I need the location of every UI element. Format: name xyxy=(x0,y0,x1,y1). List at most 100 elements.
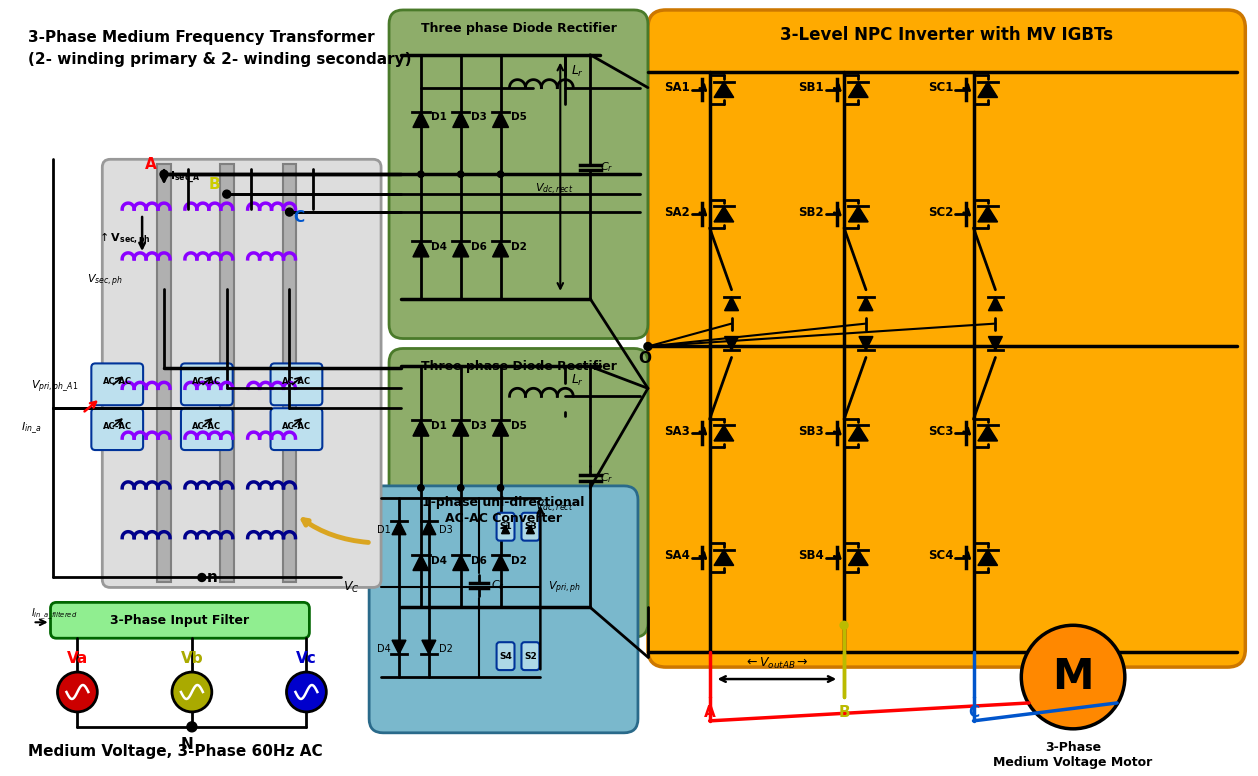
Circle shape xyxy=(458,171,464,177)
FancyBboxPatch shape xyxy=(50,602,309,638)
Bar xyxy=(283,165,297,583)
Text: Three phase Diode Rectifier: Three phase Diode Rectifier xyxy=(420,360,616,373)
FancyBboxPatch shape xyxy=(181,363,233,405)
Text: $C_r$: $C_r$ xyxy=(600,471,614,485)
Text: SB3: SB3 xyxy=(799,424,824,438)
Text: Vb: Vb xyxy=(181,651,204,666)
Text: SA3: SA3 xyxy=(664,424,689,438)
Circle shape xyxy=(198,573,206,581)
Text: O: O xyxy=(638,351,650,366)
Text: AC-AC: AC-AC xyxy=(192,377,221,386)
Circle shape xyxy=(418,485,424,491)
Bar xyxy=(157,165,171,583)
Circle shape xyxy=(286,208,293,216)
Text: 1-phase uni-directional: 1-phase uni-directional xyxy=(423,496,585,509)
Polygon shape xyxy=(715,425,733,441)
Circle shape xyxy=(498,171,503,177)
Circle shape xyxy=(458,485,464,491)
FancyBboxPatch shape xyxy=(522,643,540,670)
Text: C: C xyxy=(293,210,304,224)
Text: SB2: SB2 xyxy=(799,206,824,219)
Circle shape xyxy=(418,485,424,491)
Text: Vc: Vc xyxy=(296,651,317,666)
Text: D4: D4 xyxy=(377,644,391,654)
Polygon shape xyxy=(848,549,868,566)
Text: 3-Level NPC Inverter with MV IGBTs: 3-Level NPC Inverter with MV IGBTs xyxy=(780,26,1113,44)
Text: D5: D5 xyxy=(511,113,526,123)
Text: SA1: SA1 xyxy=(664,81,689,94)
FancyBboxPatch shape xyxy=(497,513,515,541)
Circle shape xyxy=(498,171,503,177)
FancyBboxPatch shape xyxy=(389,348,648,637)
Text: $C_c$: $C_c$ xyxy=(491,579,504,592)
Text: AC-AC: AC-AC xyxy=(282,421,311,431)
Text: $V_{sec,ph}$: $V_{sec,ph}$ xyxy=(87,272,123,289)
Text: $I_{in\_a\_filtered}$: $I_{in\_a\_filtered}$ xyxy=(30,607,77,622)
Text: SA2: SA2 xyxy=(664,206,689,219)
Text: Three phase Diode Rectifier: Three phase Diode Rectifier xyxy=(420,22,616,35)
Text: D3: D3 xyxy=(439,525,453,535)
FancyBboxPatch shape xyxy=(270,363,322,405)
Text: D2: D2 xyxy=(511,556,526,566)
FancyBboxPatch shape xyxy=(92,363,143,405)
FancyBboxPatch shape xyxy=(270,408,322,450)
Polygon shape xyxy=(977,425,998,441)
Polygon shape xyxy=(526,525,535,534)
Text: N: N xyxy=(181,736,194,752)
Polygon shape xyxy=(977,549,998,566)
Text: $\leftarrow V_{outAB} \rightarrow$: $\leftarrow V_{outAB} \rightarrow$ xyxy=(743,656,809,671)
Polygon shape xyxy=(493,112,508,127)
Circle shape xyxy=(172,672,211,712)
Circle shape xyxy=(458,171,464,177)
Text: B: B xyxy=(208,177,220,192)
Polygon shape xyxy=(715,81,733,98)
Circle shape xyxy=(223,190,230,198)
Text: $L_r$: $L_r$ xyxy=(571,64,584,79)
Text: 3-Phase Medium Frequency Transformer: 3-Phase Medium Frequency Transformer xyxy=(28,29,374,45)
Polygon shape xyxy=(453,112,469,127)
Circle shape xyxy=(498,485,503,491)
Circle shape xyxy=(644,342,652,351)
Text: S1: S1 xyxy=(499,522,512,532)
Polygon shape xyxy=(413,420,429,436)
Text: AC-AC: AC-AC xyxy=(103,377,132,386)
Polygon shape xyxy=(413,112,429,127)
FancyBboxPatch shape xyxy=(92,408,143,450)
Circle shape xyxy=(840,622,848,629)
Text: A: A xyxy=(703,705,716,720)
Polygon shape xyxy=(413,241,429,257)
Polygon shape xyxy=(493,241,508,257)
Circle shape xyxy=(287,672,326,712)
Text: D5: D5 xyxy=(511,421,526,431)
Polygon shape xyxy=(977,206,998,222)
Text: $\mathbf{I_{sec\_A}}$: $\mathbf{I_{sec\_A}}$ xyxy=(170,169,200,185)
Text: S2: S2 xyxy=(525,652,537,660)
Text: S4: S4 xyxy=(499,652,512,660)
Polygon shape xyxy=(989,337,1003,351)
Text: C: C xyxy=(967,705,979,720)
FancyBboxPatch shape xyxy=(369,486,638,733)
Text: AC-AC: AC-AC xyxy=(282,377,311,386)
Polygon shape xyxy=(848,425,868,441)
Text: $\uparrow \mathbf{V_{sec,ph}}$: $\uparrow \mathbf{V_{sec,ph}}$ xyxy=(97,230,151,248)
Polygon shape xyxy=(848,206,868,222)
Polygon shape xyxy=(715,206,733,222)
Text: SC3: SC3 xyxy=(927,424,954,438)
Text: $V_{pri,ph}$: $V_{pri,ph}$ xyxy=(548,579,581,596)
Text: D1: D1 xyxy=(377,525,391,535)
Polygon shape xyxy=(848,81,868,98)
Polygon shape xyxy=(453,241,469,257)
Circle shape xyxy=(187,722,198,732)
Polygon shape xyxy=(859,296,873,310)
Text: Medium Voltage, 3-Phase 60Hz AC: Medium Voltage, 3-Phase 60Hz AC xyxy=(28,743,322,759)
Text: SC4: SC4 xyxy=(927,549,954,562)
Circle shape xyxy=(418,171,424,177)
Polygon shape xyxy=(493,420,508,436)
FancyBboxPatch shape xyxy=(181,408,233,450)
Text: SA4: SA4 xyxy=(664,549,689,562)
Polygon shape xyxy=(859,337,873,351)
Text: 3-Phase
Medium Voltage Motor: 3-Phase Medium Voltage Motor xyxy=(994,741,1152,769)
Text: AC-AC: AC-AC xyxy=(192,421,221,431)
Text: D2: D2 xyxy=(439,644,453,654)
Text: D2: D2 xyxy=(511,242,526,252)
